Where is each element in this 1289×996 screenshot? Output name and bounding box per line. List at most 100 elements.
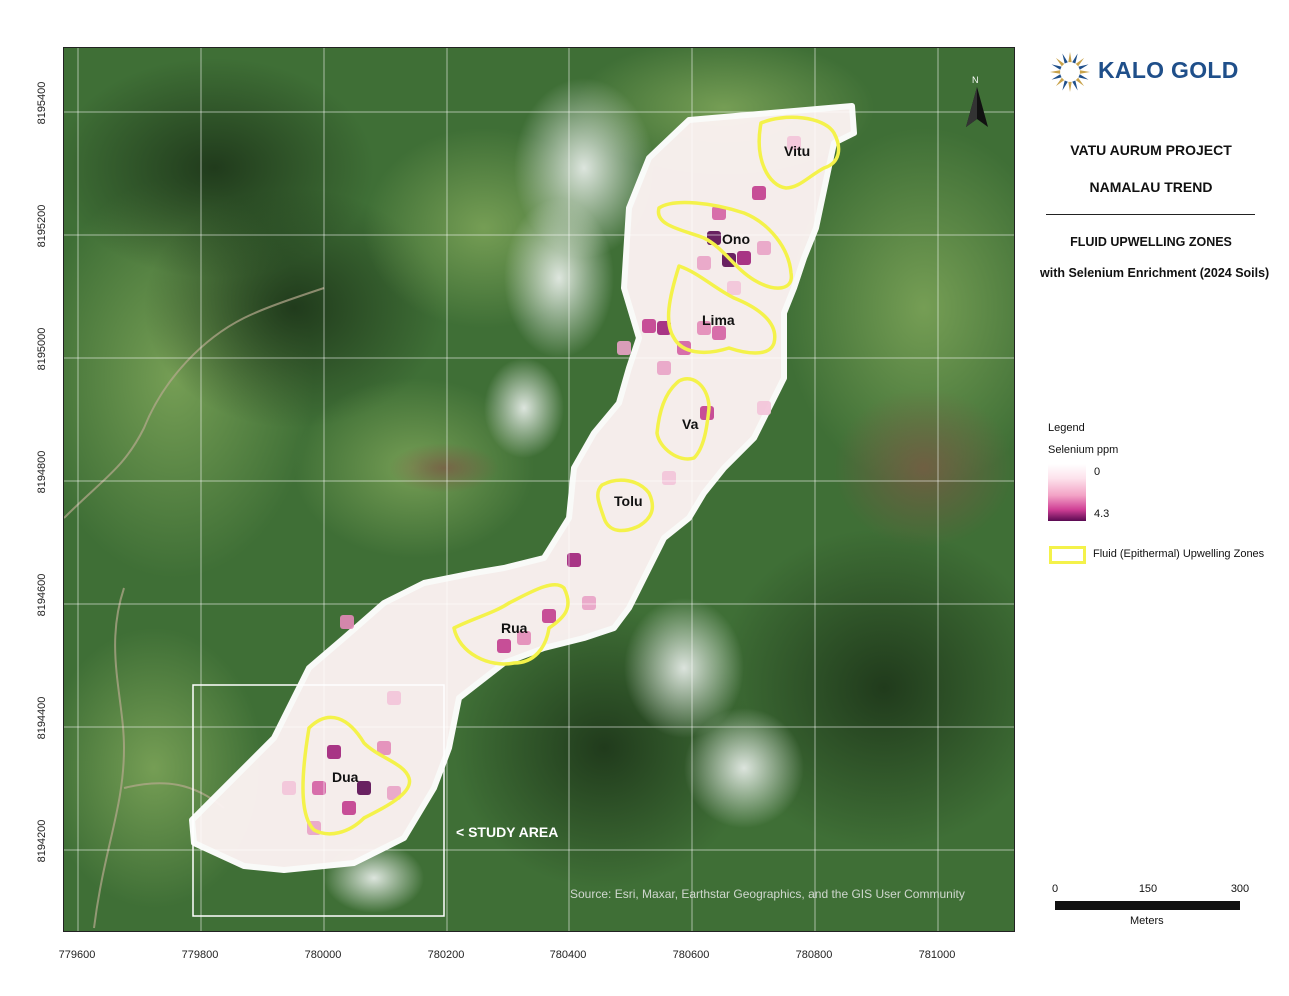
selenium-sample [617, 341, 631, 355]
zone-label-va: Va [682, 416, 699, 432]
selenium-sample [497, 639, 511, 653]
logo-ray [1075, 57, 1085, 67]
selenium-sample [340, 615, 354, 629]
x-tick-label: 781000 [918, 949, 956, 961]
zone-label-tolu: Tolu [614, 493, 643, 509]
legend-heading: Legend [1048, 422, 1085, 434]
logo-ray [1062, 80, 1068, 91]
coordinate-grid [64, 48, 1014, 931]
source-attribution: Source: Esri, Maxar, Earthstar Geographi… [570, 887, 965, 901]
selenium-sample [787, 136, 801, 150]
north-arrow-icon [966, 87, 988, 127]
selenium-sample [357, 781, 371, 795]
study-area-box [192, 684, 445, 917]
y-tick-label: 8195000 [36, 327, 48, 371]
title-divider [1046, 214, 1255, 215]
map-canvas[interactable]: < STUDY AREA Vitu Ono Lima Va Tolu Rua D… [64, 48, 1014, 931]
x-tick-label: 780000 [304, 949, 342, 961]
zone-outline-va[interactable] [655, 377, 711, 461]
selenium-sample [737, 251, 751, 265]
zone-label-vitu: Vitu [784, 143, 810, 159]
zone-label-lima: Lima [702, 312, 735, 328]
selenium-sample [377, 741, 391, 755]
north-label: N [972, 75, 979, 85]
logo-ray [1055, 57, 1065, 67]
logo-ray [1055, 77, 1065, 87]
selenium-sample [662, 471, 676, 485]
scale-bar-graphic [1055, 901, 1240, 910]
selenium-color-ramp [1048, 464, 1086, 521]
selenium-sample [657, 361, 671, 375]
selenium-sample [697, 321, 711, 335]
logo-ray [1051, 74, 1062, 80]
company-logo: KALO GOLD [1048, 50, 1248, 92]
selenium-sample [567, 553, 581, 567]
y-tick-label: 8194400 [36, 696, 48, 740]
scale-label: 150 [1138, 883, 1158, 895]
selenium-sample [727, 281, 741, 295]
upwelling-zones [301, 115, 841, 836]
x-tick-label: 779600 [58, 949, 96, 961]
legend-ramp-min: 0 [1094, 466, 1101, 478]
x-tick-label: 780800 [795, 949, 833, 961]
map-subtitle-detail: with Selenium Enrichment (2024 Soils) [1040, 266, 1270, 280]
selenium-sample [757, 401, 771, 415]
selenium-sample [582, 596, 596, 610]
x-tick-label: 780200 [427, 949, 465, 961]
selenium-sample [517, 631, 531, 645]
project-title: VATU AURUM PROJECT [1070, 142, 1232, 158]
selenium-sample [282, 781, 296, 795]
selenium-sample [712, 326, 726, 340]
selenium-sample [642, 319, 656, 333]
scale-label: 0 [1051, 883, 1059, 895]
map-subtitle: FLUID UPWELLING ZONES [1070, 235, 1232, 249]
x-tick-label: 779800 [181, 949, 219, 961]
logo-ray [1050, 70, 1061, 74]
scale-units: Meters [1130, 915, 1164, 927]
zone-label-rua: Rua [501, 620, 528, 636]
zone-outline-vitu[interactable] [757, 115, 841, 190]
selenium-sample [542, 609, 556, 623]
zone-label-dua: Dua [332, 769, 359, 785]
y-tick-label: 8194800 [36, 450, 48, 494]
north-arrow: N [962, 75, 992, 130]
logo-ray [1062, 53, 1068, 64]
zone-outline-ono[interactable] [656, 200, 793, 290]
sunburst-logo-icon [1050, 52, 1090, 92]
logo-text: KALO GOLD [1098, 57, 1239, 83]
y-tick-label: 8195400 [36, 81, 48, 125]
scale-bar: 0 150 300 Meters [1046, 880, 1256, 930]
soil-sample-footprint [189, 103, 857, 873]
map-frame[interactable]: < STUDY AREA Vitu Ono Lima Va Tolu Rua D… [63, 47, 1015, 932]
selenium-sample [342, 801, 356, 815]
selenium-sample [752, 186, 766, 200]
satellite-imagery [64, 48, 1014, 931]
study-area-label: < STUDY AREA [456, 824, 558, 840]
zone-outline-tolu[interactable] [596, 478, 655, 533]
selenium-sample [757, 241, 771, 255]
selenium-sample [312, 781, 326, 795]
zone-outline-rua[interactable] [452, 582, 570, 666]
y-tick-label: 8195200 [36, 204, 48, 248]
logo-ray [1051, 64, 1062, 70]
scale-label: 300 [1230, 883, 1250, 895]
x-tick-label: 780400 [549, 949, 587, 961]
logo-ray [1078, 64, 1089, 70]
logo-ray [1068, 52, 1072, 63]
selenium-sample [697, 256, 711, 270]
logo-ray [1072, 80, 1078, 91]
legend-zone-label: Fluid (Epithermal) Upwelling Zones [1093, 548, 1265, 560]
selenium-sample [387, 691, 401, 705]
legend-zone-swatch [1049, 546, 1086, 564]
zone-outline-dua[interactable] [301, 715, 412, 836]
y-tick-label: 8194200 [36, 819, 48, 863]
zone-outline-lima[interactable] [666, 264, 777, 355]
x-tick-label: 780600 [672, 949, 710, 961]
zone-labels: Vitu Ono Lima Va Tolu Rua Dua [332, 143, 810, 785]
logo-ray [1075, 77, 1085, 87]
logo-ray [1068, 81, 1072, 92]
trend-title: NAMALAU TREND [1089, 179, 1213, 195]
selenium-sample [712, 206, 726, 220]
logo-ray [1078, 74, 1089, 80]
y-tick-label: 8194600 [36, 573, 48, 617]
